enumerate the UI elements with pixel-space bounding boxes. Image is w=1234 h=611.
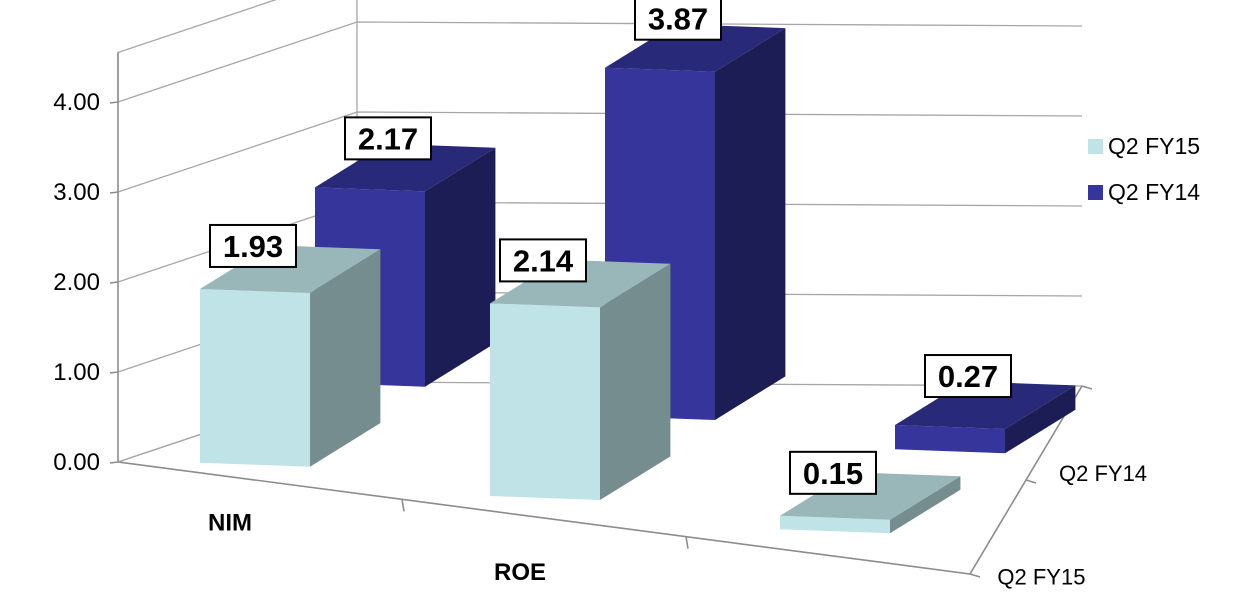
- data-label: 3.87: [634, 0, 722, 41]
- data-label-text: 1.93: [223, 229, 283, 264]
- data-label: 1.93: [209, 223, 297, 268]
- data-label-text: 2.17: [358, 121, 418, 156]
- data-label: 2.14: [499, 238, 587, 283]
- bar-side-face: [715, 28, 786, 420]
- data-labels: 2.17 3.87 0.27 1.93 2.14 0.15: [209, 0, 1012, 495]
- legend-label: Q2 FY14: [1108, 179, 1200, 205]
- bar-side-face: [1005, 385, 1076, 454]
- data-label-box: [209, 223, 297, 268]
- y-tick-mark: [109, 461, 119, 464]
- series-front-bars: [200, 245, 961, 534]
- bar-front-face: [490, 303, 600, 500]
- depth-tick-mark: [1025, 479, 1037, 484]
- bar-nim-q2-fy15: [200, 245, 381, 467]
- y-tick-label: 2.00: [53, 269, 100, 296]
- bar-front-face: [780, 515, 890, 534]
- gridline: [117, 21, 1083, 103]
- y-tick-label: 3.00: [53, 179, 100, 206]
- wall-top-edge: [117, 0, 277, 102]
- gridline: [117, 111, 1083, 193]
- depth-tick-mark: [969, 573, 981, 578]
- legend-label: Q2 FY15: [1108, 133, 1200, 159]
- y-tick-label: 0.00: [53, 449, 100, 476]
- depth-tick-mark: [1081, 385, 1093, 390]
- data-label-box: [789, 450, 877, 495]
- bar-top-face: [605, 24, 786, 72]
- category-labels: NIM ROE ROA: [208, 510, 837, 611]
- bar-top-face: [895, 381, 1076, 429]
- bar-roe-q2-fy15: [490, 259, 671, 500]
- y-tick-mark: [109, 101, 119, 104]
- data-label-box: [634, 0, 722, 41]
- depth-label: Q2 FY15: [997, 564, 1085, 589]
- category-label-roe: ROE: [494, 559, 546, 586]
- data-label: 0.27: [924, 354, 1012, 399]
- bar-side-face: [890, 476, 961, 534]
- bar-side-face: [600, 263, 671, 500]
- x-tick-mark: [685, 536, 689, 549]
- data-label-text: 0.27: [938, 359, 998, 394]
- bar-top-face: [200, 245, 381, 293]
- bar-top-face: [315, 143, 496, 192]
- y-tick-mark: [109, 281, 119, 284]
- bar-top-face: [780, 472, 961, 520]
- category-label-roa: ROA: [783, 608, 836, 611]
- bar-side-face: [425, 147, 496, 387]
- y-tick-label: 1.00: [53, 359, 100, 386]
- data-label-text: 0.15: [803, 456, 863, 491]
- depth-labels: Q2 FY14 Q2 FY15: [997, 461, 1147, 589]
- category-label-nim: NIM: [208, 510, 252, 537]
- bar-front-face: [200, 289, 310, 467]
- data-label: 2.17: [344, 116, 432, 161]
- legend-swatch: [1088, 139, 1103, 154]
- y-axis-ticks: 0.00 1.00 2.00 3.00 4.00: [53, 89, 119, 476]
- y-tick-mark: [109, 371, 119, 374]
- bar-roa-q2-fy14: [895, 381, 1076, 454]
- data-label-text: 3.87: [648, 2, 708, 37]
- bar-front-face: [895, 425, 1005, 454]
- y-tick-label: 4.00: [53, 89, 100, 116]
- legend-swatch: [1088, 185, 1103, 200]
- bar-top-face: [490, 259, 671, 308]
- data-label: 0.15: [789, 450, 877, 495]
- bar-roa-q2-fy15: [780, 472, 961, 534]
- data-label-box: [499, 238, 587, 283]
- data-label-text: 2.14: [513, 243, 574, 278]
- legend: Q2 FY15 Q2 FY14: [1088, 133, 1200, 205]
- data-label-box: [924, 354, 1012, 399]
- data-label-box: [344, 116, 432, 161]
- x-tick-mark: [401, 499, 405, 512]
- y-tick-mark: [109, 191, 119, 194]
- depth-label: Q2 FY14: [1059, 461, 1147, 486]
- bar-side-face: [310, 249, 381, 467]
